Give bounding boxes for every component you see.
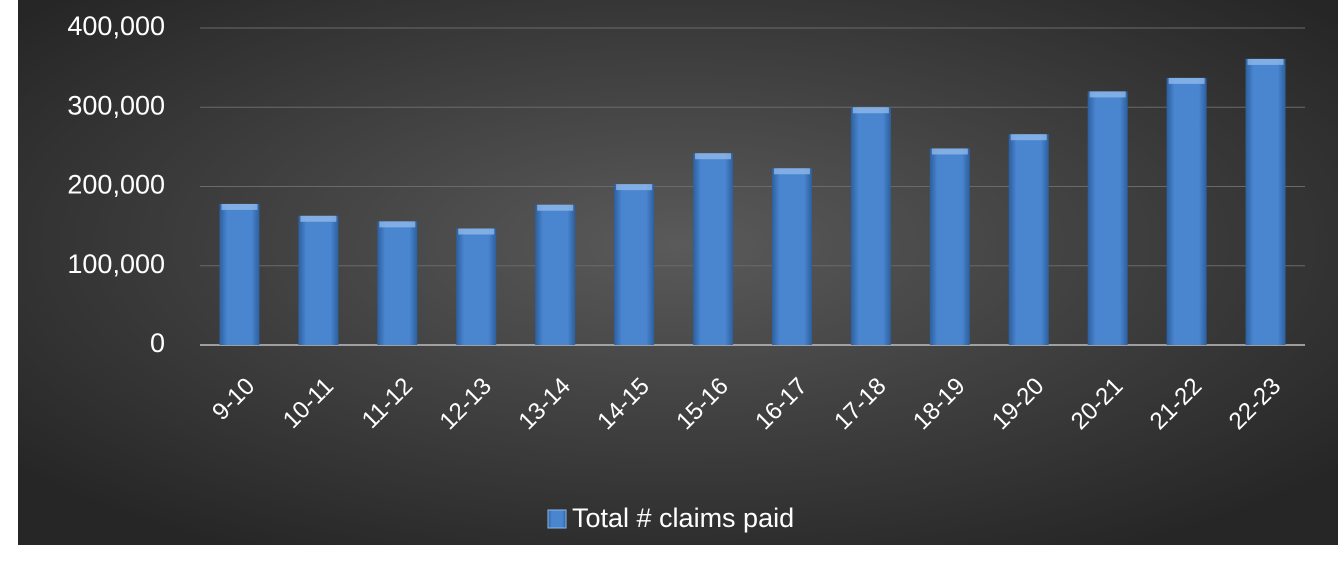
bar-cap — [221, 203, 258, 210]
bar-cap — [852, 107, 889, 114]
y-tick-label: 400,000 — [67, 11, 165, 41]
bar — [1245, 58, 1286, 345]
chart-background — [18, 0, 1338, 545]
y-tick-label: 300,000 — [67, 90, 165, 120]
bar — [535, 204, 576, 345]
bar — [614, 184, 655, 345]
bar — [1008, 134, 1049, 345]
bar-cap — [458, 228, 495, 235]
legend-swatch — [547, 509, 567, 529]
bar — [456, 228, 497, 345]
bar — [850, 107, 891, 345]
bar-cap — [773, 168, 810, 175]
bar — [929, 148, 970, 345]
bar-cap — [931, 148, 968, 155]
bar — [298, 215, 339, 345]
legend-label: Total # claims paid — [572, 503, 794, 533]
bar — [219, 203, 260, 345]
y-tick-label: 100,000 — [67, 249, 165, 279]
bar-cap — [379, 221, 416, 228]
bar — [1087, 91, 1128, 346]
bar-cap — [300, 215, 337, 222]
bar — [1166, 77, 1207, 346]
bar-cap — [616, 184, 653, 191]
y-tick-label: 200,000 — [67, 170, 165, 200]
bar-cap — [1089, 91, 1126, 98]
bar-cap — [1247, 58, 1284, 65]
bar-cap — [1010, 134, 1047, 141]
bar — [771, 168, 812, 345]
bar-cap — [1168, 77, 1205, 84]
bar-cap — [695, 153, 732, 160]
bar-cap — [537, 204, 574, 211]
y-tick-label: 0 — [150, 328, 165, 358]
bar — [377, 221, 418, 345]
bar — [693, 153, 734, 345]
